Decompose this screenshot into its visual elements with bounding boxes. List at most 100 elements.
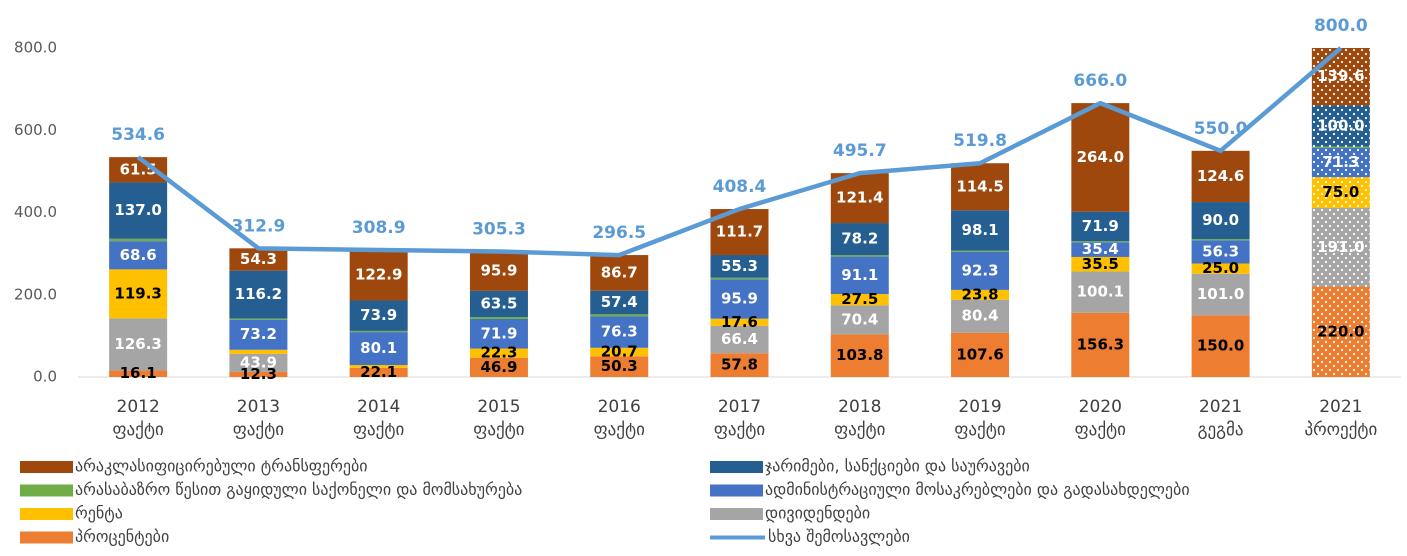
bar-segment	[710, 277, 769, 280]
x-tick-label: 2015	[477, 397, 520, 417]
x-tick-label: 2016	[598, 397, 641, 417]
data-label: 121.4	[836, 189, 883, 207]
bar-segment	[951, 210, 1010, 251]
data-label: 100.0	[1317, 116, 1364, 134]
y-tick-label: 0.0	[33, 368, 57, 386]
data-label: 63.5	[480, 294, 517, 312]
bar-segment	[830, 173, 889, 224]
x-tick-label: პროექტი	[1304, 420, 1377, 440]
x-tick-label: ფაქტი	[353, 420, 404, 440]
data-label: 71.3	[1322, 153, 1359, 171]
data-label: 111.7	[716, 223, 763, 241]
line-label: 550.0	[1194, 119, 1248, 139]
data-label: 27.5	[841, 290, 878, 308]
y-tick-label: 400.0	[14, 203, 57, 221]
x-tick-label: 2019	[958, 397, 1001, 417]
line-label: 519.8	[953, 131, 1007, 151]
bar-segment	[229, 353, 288, 372]
bar-segment	[109, 318, 168, 371]
data-label: 90.0	[1202, 211, 1239, 229]
x-tick-label: 2020	[1079, 397, 1122, 417]
bar-segment	[1071, 242, 1130, 257]
x-tick-label: ფაქტი	[112, 420, 163, 440]
x-tick-label: ფაქტი	[714, 420, 765, 440]
data-label: 116.2	[235, 285, 282, 303]
data-label: 101.0	[1197, 285, 1244, 303]
bar-segment	[1191, 239, 1250, 241]
bar-segment	[349, 367, 408, 377]
bar-pattern	[1311, 146, 1370, 148]
data-label: 46.9	[480, 358, 517, 376]
data-label: 119.3	[114, 284, 161, 302]
bar-segment	[349, 365, 408, 368]
bar-segment	[229, 248, 288, 271]
data-label: 12.3	[240, 365, 277, 383]
bar-segment	[1191, 150, 1250, 203]
bar-segment	[951, 250, 1010, 252]
legend-swatch	[20, 508, 73, 520]
bar-pattern	[1311, 147, 1370, 178]
data-label: 80.1	[360, 339, 397, 357]
bar-pattern	[1311, 105, 1370, 147]
data-label: 150.0	[1197, 337, 1244, 355]
legend-swatch	[20, 461, 73, 473]
x-tick-label: ფაქტი	[594, 420, 645, 440]
bar-segment	[229, 318, 288, 320]
data-label: 50.3	[601, 357, 638, 375]
bar-segment	[1071, 241, 1130, 243]
x-tick-label: 2014	[357, 397, 400, 417]
line-label: 666.0	[1073, 71, 1127, 91]
legend-swatch	[710, 508, 763, 520]
bar-segment	[830, 305, 889, 335]
legend-swatch	[710, 484, 763, 497]
data-label: 103.8	[836, 346, 883, 364]
bar-segment	[1191, 273, 1250, 316]
bar-segment	[830, 294, 889, 306]
data-label: 124.6	[1197, 167, 1244, 185]
line-label: 296.5	[592, 223, 646, 243]
bar-segment	[951, 332, 1010, 377]
line-label: 312.9	[232, 216, 286, 236]
data-label: 75.0	[1322, 183, 1359, 201]
data-label: 191.0	[1317, 238, 1364, 256]
legend-label: დივიდენდები	[765, 504, 870, 523]
data-label: 57.4	[601, 293, 638, 311]
bar-segment	[469, 357, 528, 377]
data-label: 73.2	[240, 325, 277, 343]
bar-segment	[710, 353, 769, 377]
bar-segment	[349, 330, 408, 333]
data-label: 57.8	[721, 356, 758, 374]
bar-segment	[1071, 103, 1130, 212]
bar-segment	[469, 318, 528, 349]
x-tick-label: ფაქტი	[834, 420, 885, 440]
legend-swatch	[20, 484, 73, 497]
bar-segment	[830, 256, 889, 295]
data-label: 76.3	[601, 323, 638, 341]
legend-swatch	[710, 461, 763, 473]
bar-segment	[830, 334, 889, 377]
legend-label: პროცენტები	[75, 527, 169, 546]
bar-segment	[830, 223, 889, 256]
data-label: 264.0	[1077, 148, 1124, 166]
data-label: 25.0	[1202, 259, 1239, 277]
y-tick-label: 200.0	[14, 285, 57, 303]
bar-pattern	[1311, 207, 1370, 287]
bar-segment	[469, 316, 528, 319]
x-tick-label: ფაქტი	[1075, 420, 1126, 440]
bar-pattern	[1311, 286, 1370, 377]
y-tick-label: 600.0	[14, 121, 57, 139]
bar-segment	[229, 371, 288, 377]
data-label: 220.0	[1317, 322, 1364, 340]
data-label: 56.3	[1202, 242, 1239, 260]
bar-segment	[469, 348, 528, 358]
data-label: 80.4	[962, 307, 999, 325]
data-label: 54.3	[240, 250, 277, 268]
data-label: 137.0	[114, 201, 161, 219]
data-label: 100.1	[1077, 283, 1124, 301]
data-label: 126.3	[114, 335, 161, 353]
data-label: 139.6	[1317, 67, 1364, 85]
x-tick-label: ფაქტი	[233, 420, 284, 440]
x-tick-label: 2018	[838, 397, 881, 417]
data-label: 107.6	[956, 345, 1003, 363]
x-tick-label: გეგმა	[1198, 420, 1244, 440]
